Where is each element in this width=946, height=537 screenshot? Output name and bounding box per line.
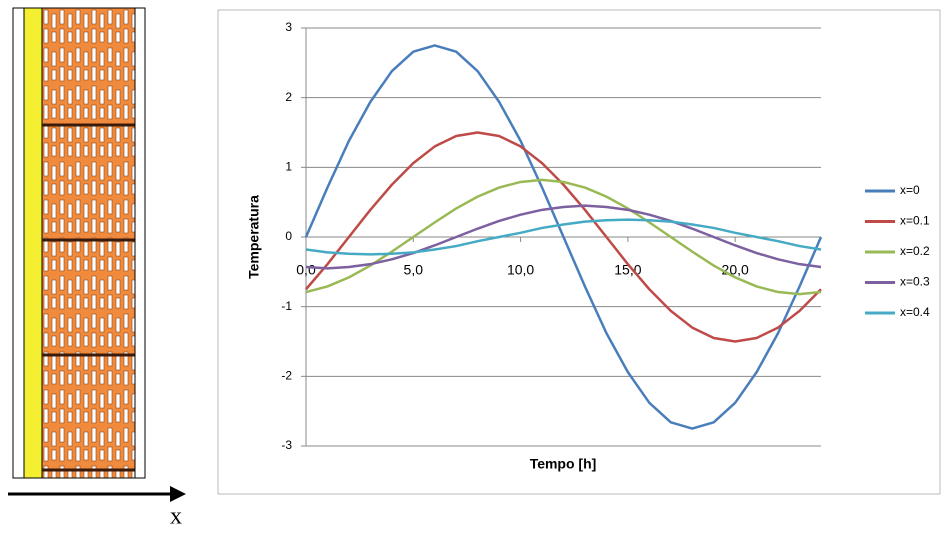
series-line [305, 204, 822, 270]
legend-label: x=0 [900, 183, 920, 197]
y-tick-label: 1 [285, 160, 292, 174]
x-axis-title: Tempo [h] [530, 456, 597, 472]
series-line [305, 131, 822, 343]
y-tick-label: 3 [285, 20, 292, 34]
y-tick-label: 2 [285, 90, 292, 104]
legend-label: x=0.3 [900, 275, 930, 289]
plaster-layer [12, 7, 25, 479]
wall-diagram: x [8, 7, 186, 530]
series-line [304, 44, 823, 430]
plaster-layer [134, 7, 146, 479]
y-tick-label: -2 [281, 369, 292, 383]
insulation-layer [23, 7, 43, 479]
series-line [305, 178, 822, 296]
arrow-label: x [170, 504, 182, 530]
y-tick-label: -1 [281, 299, 292, 313]
x-tick-label: 5,0 [404, 262, 424, 278]
y-tick-label: 0 [285, 229, 292, 243]
y-tick-label: -3 [281, 438, 292, 452]
x-tick-label: 20,0 [722, 262, 749, 278]
x-tick-label: 10,0 [507, 262, 534, 278]
y-axis-title: Temperatura [246, 195, 262, 279]
x-tick-label: 0,0 [296, 262, 316, 278]
legend-label: x=0.2 [900, 244, 930, 258]
legend-label: x=0.1 [900, 214, 930, 228]
legend-label: x=0.4 [900, 305, 930, 319]
brick-layer [41, 7, 136, 479]
series-line [305, 218, 822, 256]
arrow-head [170, 486, 186, 502]
